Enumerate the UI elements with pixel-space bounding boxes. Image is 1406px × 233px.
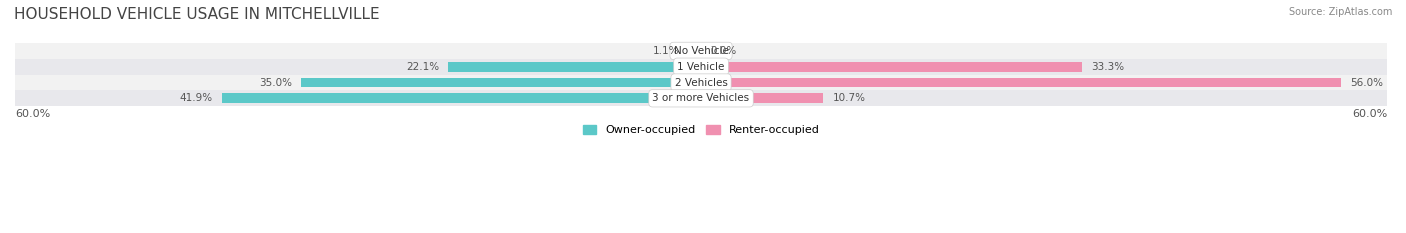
Bar <box>301 78 702 87</box>
Text: 56.0%: 56.0% <box>1351 78 1384 88</box>
Text: No Vehicle: No Vehicle <box>673 46 728 56</box>
Legend: Owner-occupied, Renter-occupied: Owner-occupied, Renter-occupied <box>582 125 820 135</box>
Text: 3 or more Vehicles: 3 or more Vehicles <box>652 93 749 103</box>
Bar <box>222 93 702 103</box>
Text: 2 Vehicles: 2 Vehicles <box>675 78 727 88</box>
Text: 41.9%: 41.9% <box>180 93 212 103</box>
Bar <box>702 78 1341 87</box>
Bar <box>15 43 1388 59</box>
Text: HOUSEHOLD VEHICLE USAGE IN MITCHELLVILLE: HOUSEHOLD VEHICLE USAGE IN MITCHELLVILLE <box>14 7 380 22</box>
Bar <box>702 93 824 103</box>
Text: 1 Vehicle: 1 Vehicle <box>678 62 724 72</box>
Bar <box>689 46 702 56</box>
Text: 1.1%: 1.1% <box>652 46 679 56</box>
Bar <box>15 75 1388 90</box>
Text: 60.0%: 60.0% <box>15 109 51 119</box>
Text: 35.0%: 35.0% <box>259 78 291 88</box>
Text: 10.7%: 10.7% <box>832 93 866 103</box>
Text: 22.1%: 22.1% <box>406 62 439 72</box>
Bar <box>15 90 1388 106</box>
Bar <box>702 62 1081 72</box>
Text: 33.3%: 33.3% <box>1091 62 1123 72</box>
Text: Source: ZipAtlas.com: Source: ZipAtlas.com <box>1288 7 1392 17</box>
Text: 60.0%: 60.0% <box>1351 109 1388 119</box>
Text: 0.0%: 0.0% <box>710 46 737 56</box>
Bar <box>449 62 702 72</box>
Bar <box>15 59 1388 75</box>
